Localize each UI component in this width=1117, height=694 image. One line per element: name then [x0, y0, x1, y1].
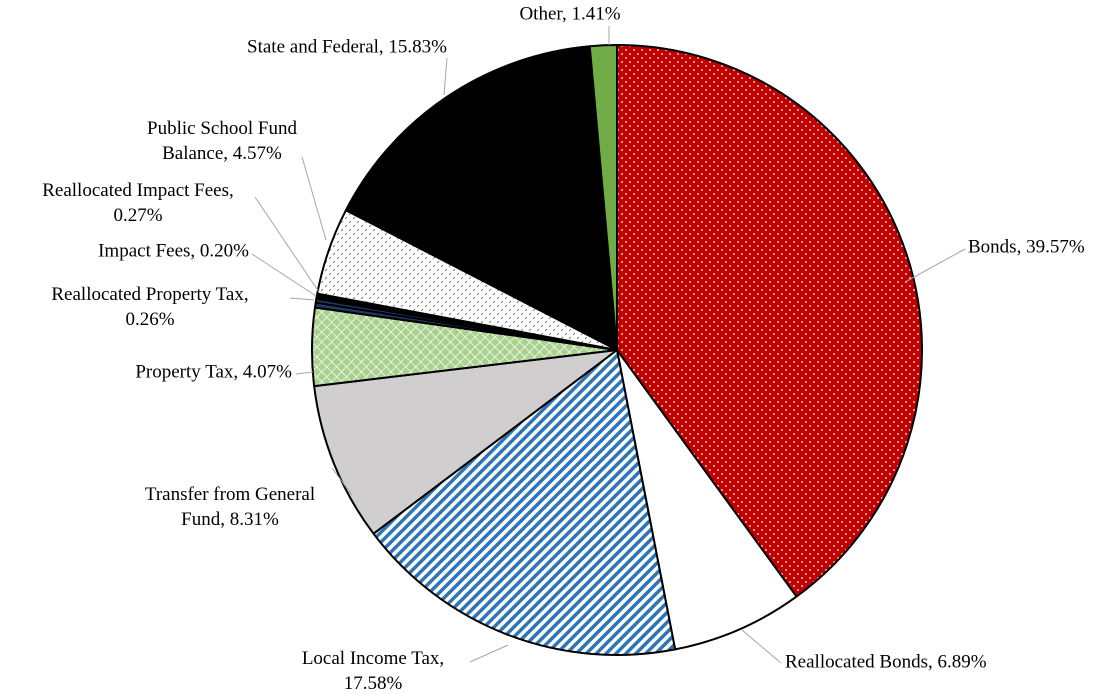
- pie-slice: [616, 349, 798, 651]
- pie-slice: [588, 44, 618, 351]
- leader-line: [469, 644, 509, 663]
- leader-line: [254, 196, 320, 293]
- leader-line: [443, 57, 448, 96]
- pie-slice: [313, 349, 618, 535]
- pie-slice: [616, 44, 923, 598]
- leader-line: [904, 248, 966, 283]
- data-label: Local Income Tax, 17.58%: [302, 648, 444, 694]
- leader-line: [741, 629, 782, 664]
- data-label: Transfer from General Fund, 8.31%: [145, 484, 315, 530]
- leader-line: [251, 253, 317, 297]
- pie-slice: [372, 349, 677, 656]
- leader-line: [289, 297, 315, 301]
- data-label: State and Federal, 15.83%: [247, 36, 447, 57]
- data-label: Impact Fees, 0.20%: [98, 240, 249, 261]
- data-label: Reallocated Bonds, 6.89%: [785, 651, 987, 672]
- data-label: Bonds, 39.57%: [968, 236, 1085, 257]
- pie-slice: [344, 45, 618, 351]
- data-label: Reallocated Impact Fees, 0.27%: [42, 180, 234, 226]
- leader-line: [295, 371, 314, 375]
- leader-line: [331, 467, 353, 496]
- data-label: Other, 1.41%: [519, 3, 620, 24]
- data-label: Public School Fund Balance, 4.57%: [147, 118, 297, 164]
- data-label: Reallocated Property Tax, 0.26%: [51, 284, 248, 330]
- leader-line: [301, 156, 327, 241]
- data-label: Property Tax, 4.07%: [135, 361, 292, 382]
